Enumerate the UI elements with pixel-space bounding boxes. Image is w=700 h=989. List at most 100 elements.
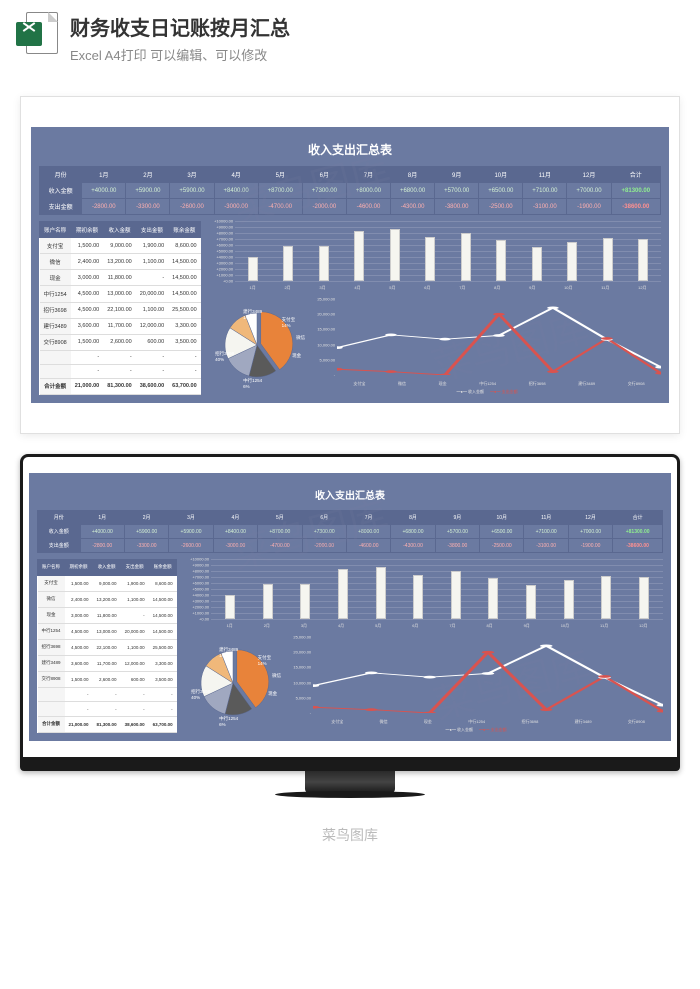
month-header: 8月 <box>391 167 435 183</box>
expense-marker <box>655 372 661 375</box>
account-cell: - <box>136 364 168 378</box>
pie-label: 中行12546% <box>243 378 262 389</box>
pie-label: 微信 <box>272 673 281 679</box>
income-cell: +5700.00 <box>435 183 479 199</box>
account-cell: 3,600.00 <box>65 655 93 671</box>
income-line <box>313 646 663 705</box>
bar-ylabel: +10000.00 <box>207 219 233 224</box>
account-cell: 3,000.00 <box>71 270 103 286</box>
account-total-cell: 合计金额 <box>38 716 65 732</box>
account-cell: - <box>93 687 121 702</box>
account-cell: 25,500.00 <box>168 302 200 318</box>
bar-ylabel: +7000.00 <box>183 575 209 580</box>
account-cell: - <box>168 350 200 364</box>
account-row: 建行34893,600.0011,700.0012,000.003,300.00 <box>40 318 201 334</box>
line-xlabel: 建行3489 <box>575 719 592 725</box>
bar-ylabel: +3000.00 <box>207 261 233 266</box>
pie-label: 支付宝14% <box>258 655 272 666</box>
account-row: 招行36984,500.0022,100.001,100.0025,500.00 <box>40 302 201 318</box>
expense-marker <box>657 710 663 713</box>
account-col-header: 账户名称 <box>40 222 71 238</box>
line-xlabel: 微信 <box>380 719 388 725</box>
line-legend: ━●━ 收入金额━●━ 支出金额 <box>446 727 507 733</box>
line-legend: ━●━ 收入金额━●━ 支出金额 <box>457 389 518 395</box>
bar-chart: +10000.00+9000.00+8000.00+7000.00+6000.0… <box>183 559 663 629</box>
line-ylabel: 5,000.00 <box>289 695 311 700</box>
bar-xlabel: 8月 <box>494 285 500 291</box>
income-bar <box>601 576 611 619</box>
expense-line <box>313 652 663 713</box>
bar-ylabel: +2000.00 <box>207 267 233 272</box>
income-bar <box>338 569 348 619</box>
account-cell: 4,500.00 <box>71 286 103 302</box>
income-bar <box>564 580 574 619</box>
income-bar <box>225 595 235 619</box>
account-total-row: 合计金额21,000.0081,300.0038,600.0063,700.00 <box>40 378 201 394</box>
pie-label: 支付宝14% <box>282 317 296 328</box>
income-marker <box>547 306 559 309</box>
income-bar <box>283 246 293 281</box>
month-header: 12月 <box>567 167 611 183</box>
income-bar <box>390 229 400 281</box>
page-subtitle: Excel A4打印 可以编辑、可以修改 <box>70 45 684 64</box>
expense-marker <box>540 708 553 711</box>
income-cell: +7000.00 <box>567 183 611 199</box>
line-xlabel: 招行3698 <box>521 719 538 725</box>
account-total-cell: 38,600.00 <box>136 378 168 394</box>
bar-ylabel: +9000.00 <box>183 563 209 568</box>
line-chart: 25,000.0020,000.0015,000.0010,000.005,00… <box>313 295 661 395</box>
bar-ylabel: +1000.00 <box>183 611 209 616</box>
income-bar <box>354 231 364 281</box>
income-bar <box>263 584 273 619</box>
expense-marker <box>601 337 613 340</box>
month-header: 7月 <box>346 167 390 183</box>
income-bar <box>567 242 577 281</box>
expense-marker <box>547 370 559 373</box>
account-row: 中行12544,500.0013,000.0020,000.0014,500.0… <box>40 286 201 302</box>
account-row: ---- <box>40 350 201 364</box>
account-row: 招行36984,500.0022,100.001,100.0025,500.00 <box>38 639 177 655</box>
expense-cell: -4700.00 <box>258 199 302 215</box>
account-row: ---- <box>38 687 177 702</box>
monitor-mockup: 菜鸟图库菜鸟图库收入支出汇总表月份1月2月3月4月5月6月7月8月9月10月11… <box>20 454 680 793</box>
month-header: 11月 <box>523 167 567 183</box>
account-cell: - <box>65 687 93 702</box>
account-cell: - <box>71 364 103 378</box>
pie-chart: 招行369840%建行348914%支付宝14%微信现金中行12546% <box>207 295 307 395</box>
account-cell: 11,800.00 <box>93 607 121 623</box>
bar-xlabel: 12月 <box>638 285 646 291</box>
income-cell: +4000.00 <box>80 525 124 539</box>
bar-ylabel: +8000.00 <box>207 231 233 236</box>
account-cell: 11,700.00 <box>93 655 121 671</box>
line-xlabel: 现金 <box>424 719 432 725</box>
account-cell: 1,900.00 <box>136 238 168 254</box>
income-bar <box>639 577 649 619</box>
account-cell: 招行3698 <box>40 302 71 318</box>
line-xlabel: 现金 <box>439 381 447 387</box>
bar-xlabel: 3月 <box>301 623 307 629</box>
account-col-header: 支出金额 <box>136 222 168 238</box>
income-bar <box>532 247 542 281</box>
line-xlabel: 中行1254 <box>468 719 485 725</box>
account-cell: 9,000.00 <box>103 238 135 254</box>
account-cell: - <box>71 350 103 364</box>
account-row: 支付宝1,500.009,000.001,900.008,600.00 <box>38 575 177 591</box>
income-cell: +8400.00 <box>214 183 258 199</box>
bar-xlabel: 9月 <box>529 285 535 291</box>
account-cell: 13,200.00 <box>93 591 121 607</box>
expense-cell: -2800.00 <box>80 539 124 553</box>
bar-ylabel: +8000.00 <box>183 569 209 574</box>
account-row: ---- <box>38 702 177 717</box>
account-col-header: 账余金额 <box>168 222 200 238</box>
account-cell: 中行1254 <box>38 623 65 639</box>
expense-marker <box>385 370 397 373</box>
income-bar <box>425 237 435 281</box>
excel-icon <box>16 12 58 54</box>
account-cell: - <box>121 702 149 717</box>
income-bar <box>638 239 648 281</box>
expense-cell: -2000.00 <box>302 539 346 553</box>
expense-cell: -4300.00 <box>391 539 435 553</box>
account-cell: 14,500.00 <box>168 254 200 270</box>
monthly-table: 月份1月2月3月4月5月6月7月8月9月10月11月12月合计收入金额+4000… <box>37 510 663 553</box>
month-header: 9月 <box>435 511 479 525</box>
